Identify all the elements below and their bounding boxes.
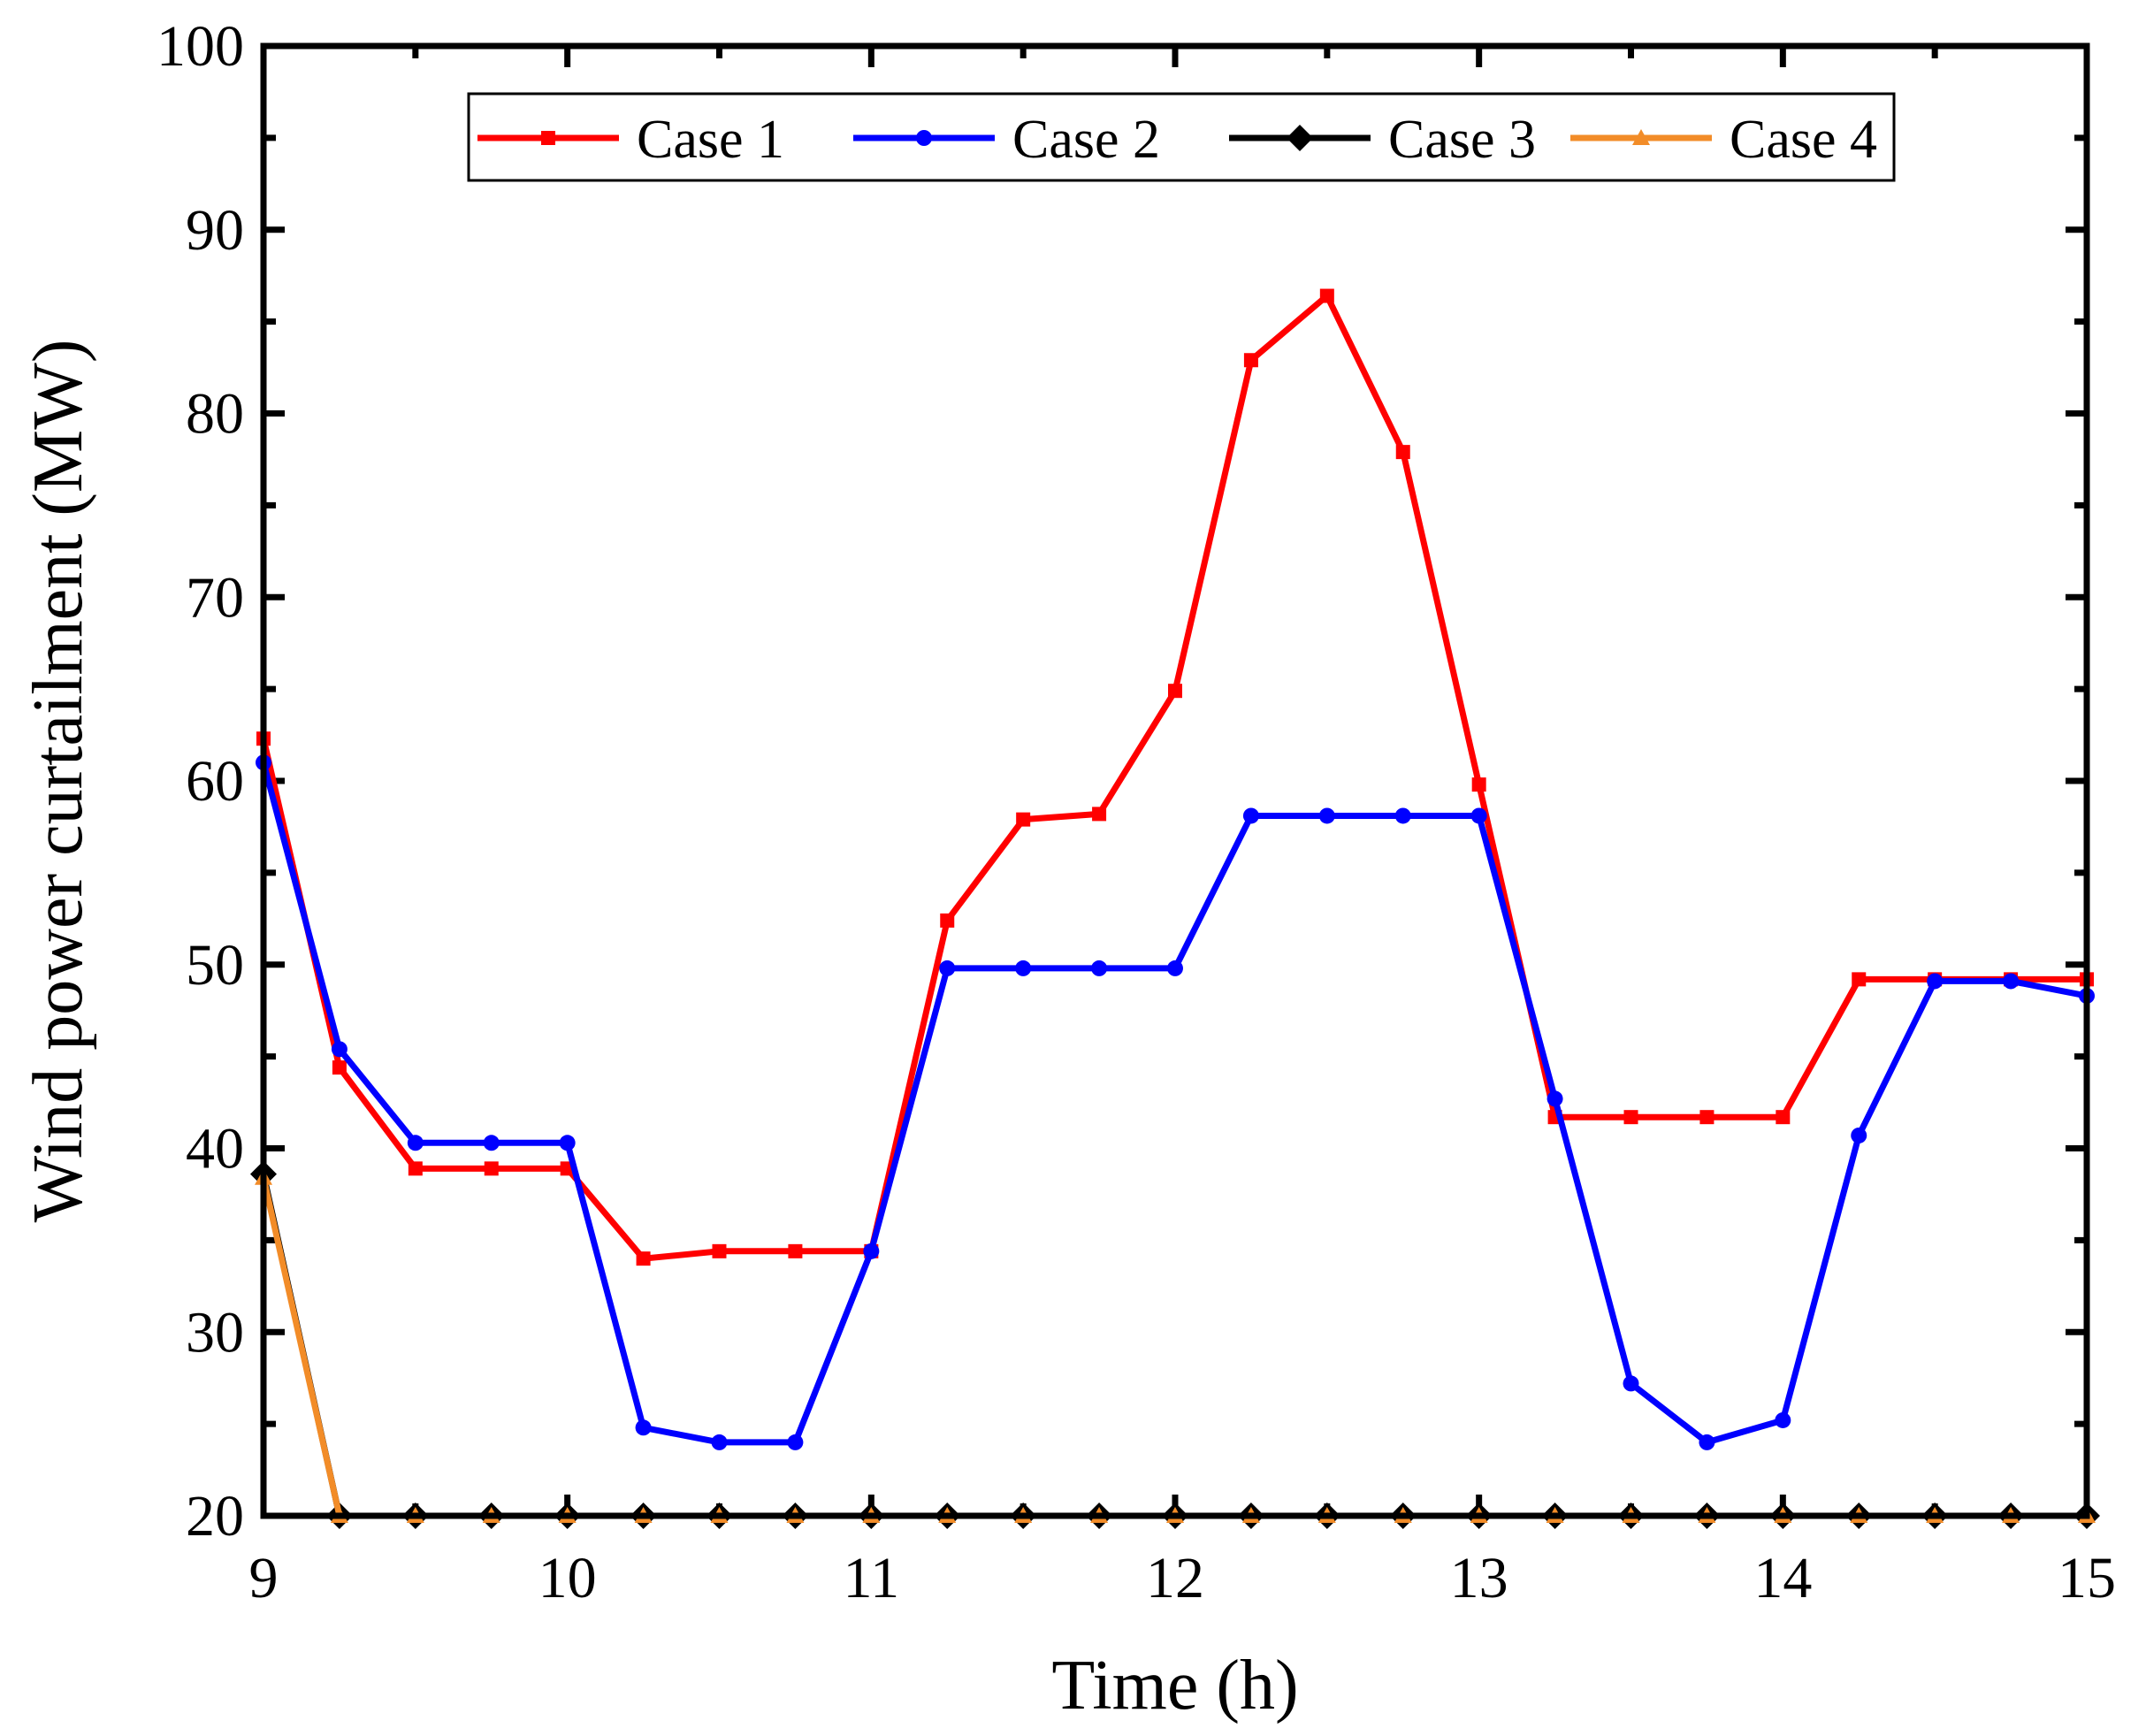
data-point: [1699, 1110, 1715, 1125]
legend-label: Case 3: [1388, 110, 1536, 170]
y-tick-label: 20: [186, 1484, 244, 1549]
data-point: [940, 913, 955, 928]
plot-series: [250, 288, 2100, 1529]
x-axis-label: Time (h): [1051, 1647, 1298, 1725]
legend-box: [467, 92, 1896, 182]
x-tick-label: 13: [1450, 1546, 1508, 1610]
data-point: [1470, 807, 1487, 824]
data-point: [484, 1161, 499, 1176]
plot-frame: [260, 42, 2090, 1519]
data-point: [483, 1135, 500, 1151]
data-point: [1471, 777, 1486, 792]
legend-marker: [916, 130, 932, 146]
legend-entry: Case 1: [477, 110, 784, 170]
data-point: [636, 1251, 651, 1266]
data-point: [1092, 807, 1107, 822]
y-tick-label: 40: [186, 1117, 244, 1182]
legend-entry: Case 2: [853, 110, 1160, 170]
y-axis-label: Wind power curtailment (MW): [19, 340, 97, 1223]
series-case-4: [255, 1168, 2096, 1523]
data-point: [1318, 807, 1335, 824]
series-line: [260, 761, 2088, 1446]
legend-entry: Case 3: [1229, 110, 1536, 170]
data-point: [1395, 445, 1410, 460]
data-point: [1168, 684, 1182, 699]
y-tick-label: 70: [186, 565, 244, 630]
series-case-3: [250, 1160, 2100, 1529]
data-point: [332, 1060, 347, 1075]
series-line: [260, 1176, 2087, 1519]
x-tick-label: 10: [538, 1546, 597, 1610]
x-tick-label: 9: [249, 1546, 279, 1610]
data-point: [939, 960, 956, 976]
data-point: [1242, 807, 1259, 824]
legend-label: Case 2: [1012, 110, 1160, 170]
x-tick-label: 11: [844, 1546, 900, 1610]
x-tick-label: 15: [2058, 1546, 2116, 1610]
data-point: [1091, 960, 1108, 976]
tick-labels: 9 10 11 12 13 14 15 20 30 40 50 60 70 80 90 100: [157, 14, 2116, 1610]
data-point: [1623, 1375, 1639, 1392]
series-case-1: [256, 288, 2094, 1266]
data-point: [788, 1243, 803, 1258]
y-tick-label: 100: [157, 14, 244, 79]
data-point: [408, 1161, 423, 1176]
data-point: [1319, 288, 1334, 303]
data-point: [1016, 812, 1031, 827]
data-point: [1394, 807, 1411, 824]
y-tick-label: 50: [186, 933, 244, 998]
data-point: [1546, 1090, 1563, 1107]
series-line: [260, 293, 2087, 1262]
data-point: [1623, 1110, 1638, 1125]
data-point: [559, 1135, 576, 1151]
data-point: [635, 1419, 652, 1436]
data-point: [1243, 353, 1258, 368]
data-point: [863, 1243, 880, 1259]
data-point: [712, 1243, 727, 1258]
data-point: [331, 1041, 347, 1058]
legend: Case 1 Case 2 Case 3 Case 4: [467, 92, 1896, 182]
data-point: [1699, 1434, 1715, 1450]
y-tick-label: 90: [186, 198, 244, 263]
data-point: [1851, 1127, 1867, 1143]
series-case-2: [256, 754, 2095, 1450]
series-line: [260, 1173, 2087, 1519]
legend-label: Case 1: [637, 110, 784, 170]
data-point: [1852, 972, 1867, 987]
data-point: [1775, 1411, 1791, 1428]
x-tick-label: 12: [1146, 1546, 1204, 1610]
data-point: [2003, 973, 2020, 990]
y-tick-label: 80: [186, 382, 244, 447]
legend-label: Case 4: [1730, 110, 1877, 170]
data-point: [1015, 960, 1032, 976]
data-point: [407, 1135, 424, 1151]
data-point: [787, 1434, 804, 1450]
data-point: [1776, 1110, 1791, 1125]
data-point: [1927, 973, 1944, 990]
legend-entry: Case 4: [1570, 110, 1877, 170]
legend-marker: [1287, 125, 1313, 151]
data-point: [1167, 960, 1183, 976]
y-tick-label: 30: [186, 1300, 244, 1365]
x-tick-label: 14: [1753, 1546, 1812, 1610]
data-point: [711, 1434, 728, 1450]
y-tick-label: 60: [186, 749, 244, 814]
legend-marker: [541, 131, 555, 145]
legend-marker: [1632, 129, 1650, 145]
